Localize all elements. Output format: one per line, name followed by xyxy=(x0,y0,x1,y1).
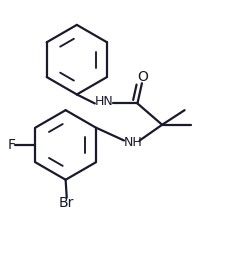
Text: O: O xyxy=(137,70,148,84)
Text: HN: HN xyxy=(94,95,113,108)
Text: F: F xyxy=(8,138,16,152)
Text: Br: Br xyxy=(59,196,74,210)
Text: NH: NH xyxy=(123,136,142,149)
